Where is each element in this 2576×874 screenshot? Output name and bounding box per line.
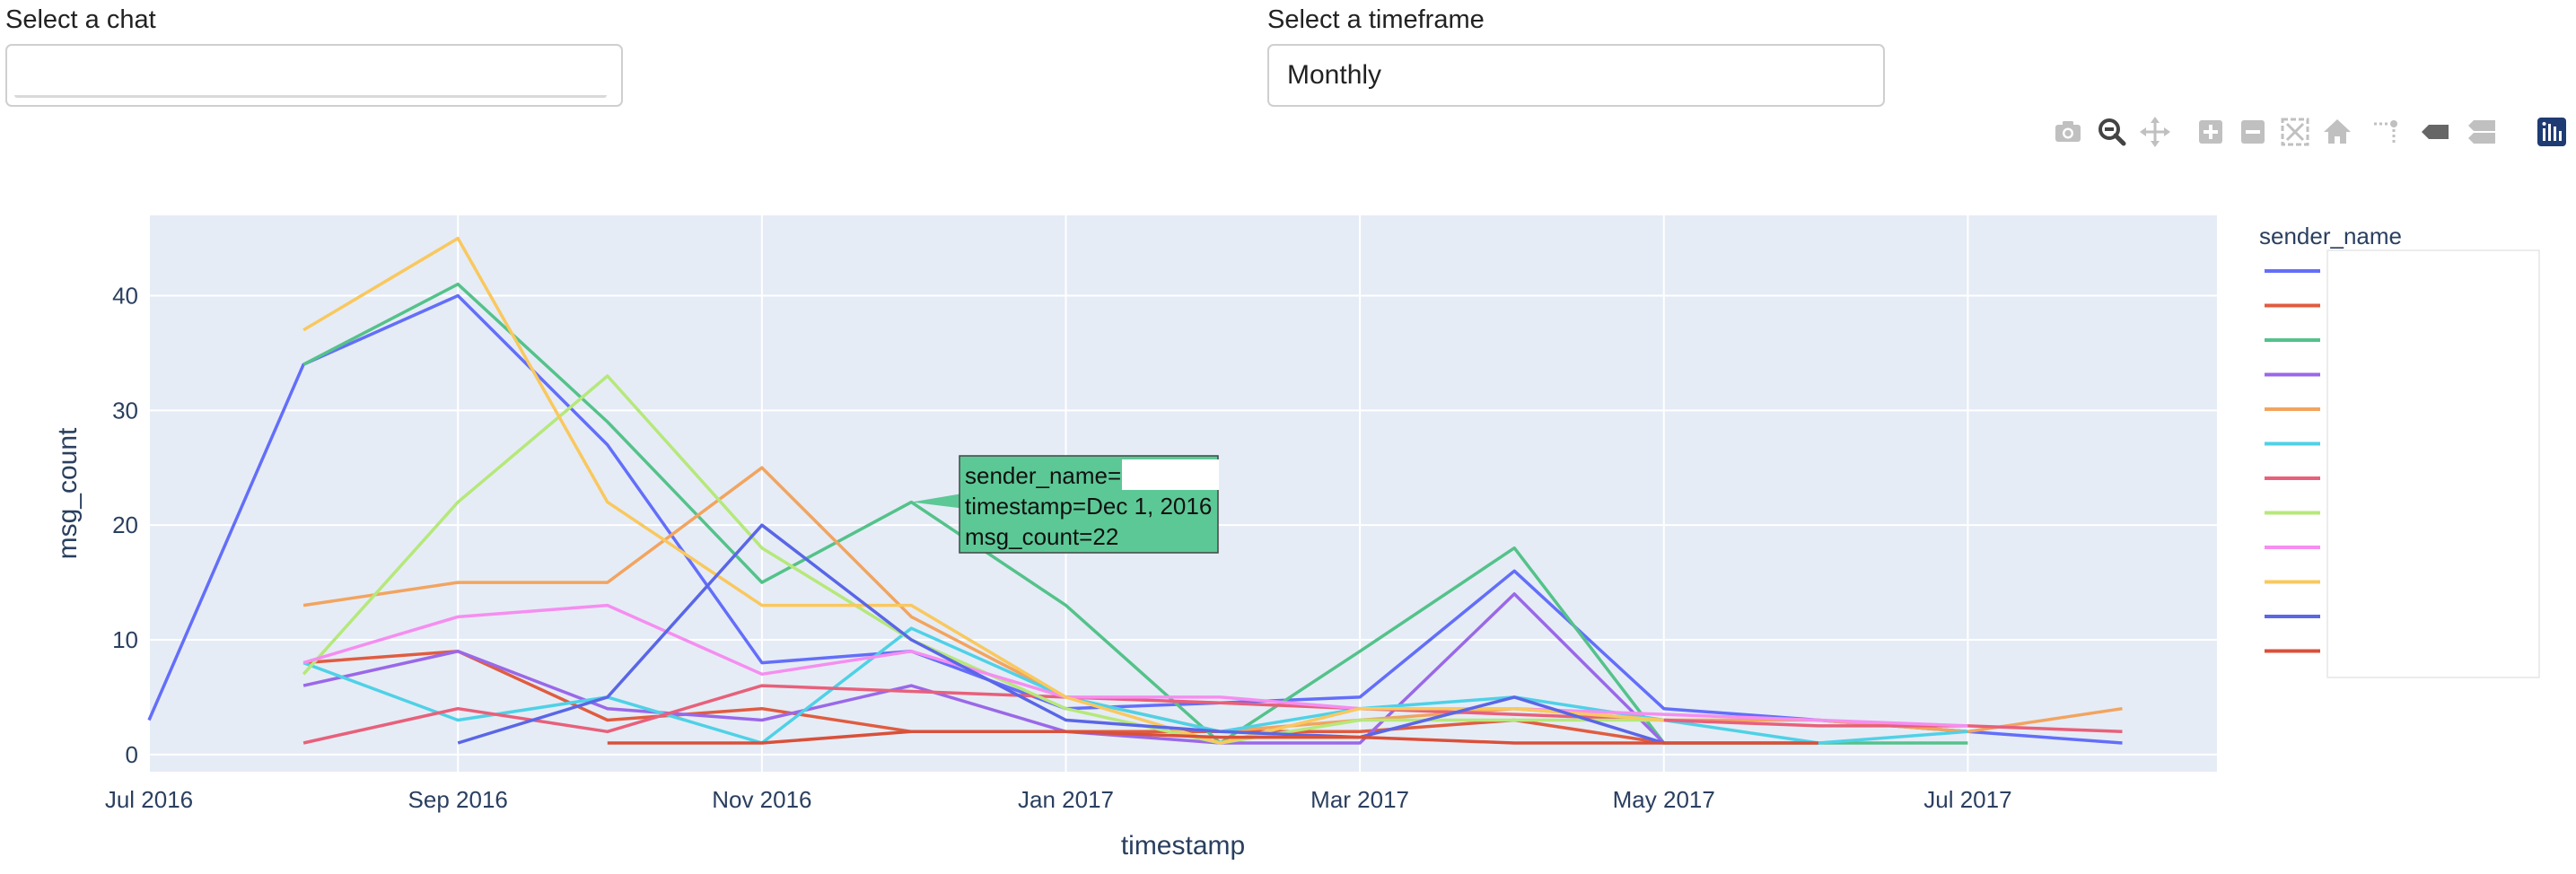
hover-compare-icon[interactable]	[2465, 115, 2499, 149]
x-tick-label: Nov 2016	[712, 786, 811, 813]
series-line	[302, 684, 2123, 745]
series-line	[302, 236, 1664, 745]
series-line	[607, 730, 1818, 745]
autoscale-icon[interactable]	[2278, 115, 2312, 149]
legend-title: sender_name	[2259, 223, 2402, 249]
zoom-out-icon[interactable]	[2236, 115, 2270, 149]
chart-modebar	[0, 115, 2576, 151]
y-tick-label: 10	[112, 626, 138, 653]
y-tick-label: 0	[126, 741, 138, 768]
y-axis-ticks: 0 10 20 30 40	[112, 282, 138, 767]
tooltip-pointer	[911, 492, 973, 510]
series-line	[302, 603, 1968, 728]
x-tick-label: Jul 2016	[105, 786, 193, 813]
legend-name-mask	[2326, 249, 2540, 678]
spike-lines-icon[interactable]	[2370, 115, 2404, 149]
timeframe-select-dropdown[interactable]: Monthly	[1267, 44, 1885, 107]
y-tick-label: 20	[112, 511, 138, 538]
tooltip-count: msg_count=22	[965, 523, 1118, 550]
y-tick-label: 40	[112, 282, 138, 309]
legend	[2265, 269, 2320, 653]
x-tick-label: Jan 2017	[1018, 786, 1114, 813]
series-line	[302, 592, 1665, 745]
x-axis-ticks: Jul 2016 Sep 2016 Nov 2016 Jan 2017 Mar 2017…	[105, 786, 2012, 813]
tooltip-timestamp: timestamp=Dec 1, 2016	[965, 493, 1212, 520]
x-tick-label: Mar 2017	[1310, 786, 1409, 813]
series-line	[302, 626, 1968, 745]
pan-icon[interactable]	[2138, 115, 2172, 149]
series-lines	[147, 236, 2123, 745]
zoom-icon[interactable]	[2095, 115, 2129, 149]
tooltip-name-mask	[1122, 459, 1219, 490]
y-tick-label: 30	[112, 397, 138, 424]
tooltip-sender: sender_name=	[965, 462, 1121, 489]
timeframe-select-label: Select a timeframe	[1267, 5, 1485, 34]
chat-select-label: Select a chat	[5, 5, 156, 34]
x-tick-label: Sep 2016	[408, 786, 508, 813]
chat-select-value-box	[14, 51, 607, 98]
hover-closest-icon[interactable]	[2418, 115, 2452, 149]
x-tick-label: May 2017	[1613, 786, 1715, 813]
timeframe-select-value: Monthly	[1287, 60, 1382, 90]
plotly-logo-icon[interactable]	[2535, 115, 2569, 149]
reset-axes-icon[interactable]	[2320, 115, 2354, 149]
chat-select-dropdown[interactable]	[5, 44, 623, 107]
x-axis-title: timestamp	[1121, 831, 1245, 861]
series-line	[457, 523, 1665, 745]
camera-icon[interactable]	[2051, 115, 2085, 149]
hover-tooltip: sender_name= timestamp=Dec 1, 2016 msg_c…	[911, 455, 1219, 554]
x-tick-label: Jul 2017	[1923, 786, 2011, 813]
y-axis-title: msg_count	[53, 427, 83, 559]
zoom-in-icon[interactable]	[2194, 115, 2228, 149]
